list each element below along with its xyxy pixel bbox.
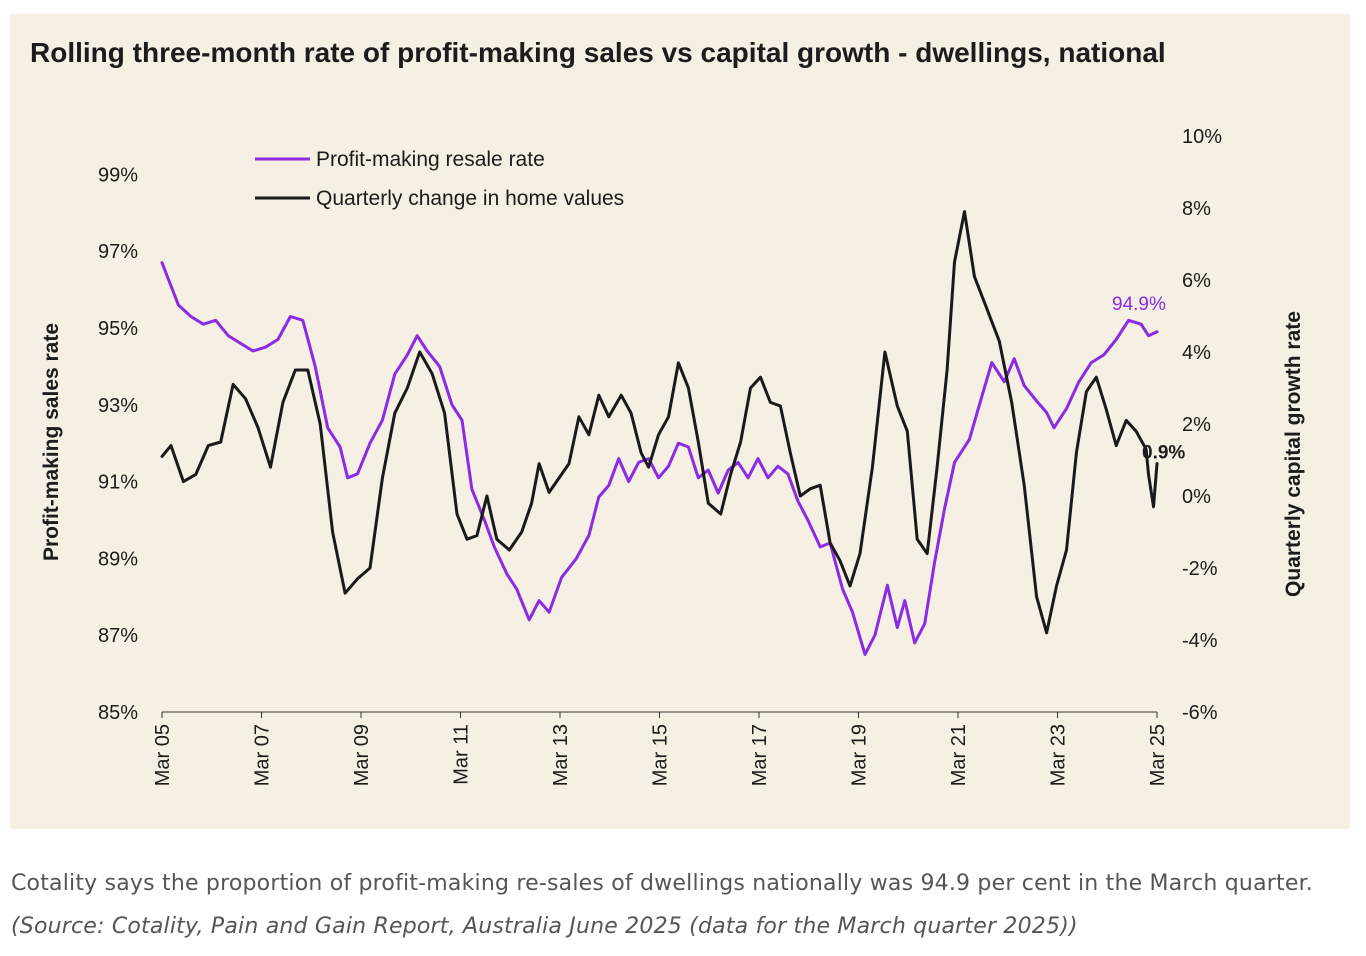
axes-layer: Mar 05 Mar 07 Mar 09 Mar 11 Mar 13 Mar 15 Mar … xyxy=(40,126,1305,786)
y-left-tick-label: 85% xyxy=(98,702,138,724)
y-right-tick-label: -6% xyxy=(1182,702,1218,724)
y-right-tick-label: 2% xyxy=(1182,414,1211,436)
chart-svg: Mar 05 Mar 07 Mar 09 Mar 11 Mar 13 Mar 15 Mar … xyxy=(40,126,1305,786)
caption: Cotality says the proportion of profit-m… xyxy=(11,862,1361,948)
y-left-tick-label: 97% xyxy=(98,241,138,263)
y-left-axis-title: Profit-making sales rate xyxy=(40,323,63,561)
y-left-tick-label: 95% xyxy=(98,318,138,340)
y-right-tick-label: 4% xyxy=(1182,342,1211,364)
chart-title: Rolling three-month rate of profit-makin… xyxy=(30,37,1166,68)
y-right-tick-label: -2% xyxy=(1182,558,1218,580)
x-tick-label: Mar 23 xyxy=(1048,724,1070,786)
caption-text: Cotality says the proportion of profit-m… xyxy=(11,871,1313,896)
y-right-tick-label: 8% xyxy=(1182,198,1211,220)
series-line-profit-making-resale-rate xyxy=(160,261,1159,656)
x-tick-label: Mar 05 xyxy=(152,724,174,786)
end-label-quarterly-change: 0.9% xyxy=(1142,443,1185,464)
series-line-quarterly-change xyxy=(160,210,1159,635)
x-tick-label: Mar 17 xyxy=(749,724,771,786)
y-left-tick-label: 93% xyxy=(98,395,138,417)
x-tick-label: Mar 11 xyxy=(451,724,473,785)
legend: Profit-making resale rate Quarterly chang… xyxy=(255,148,624,210)
x-tick-label: Mar 21 xyxy=(948,724,970,786)
y-left-tick-label: 89% xyxy=(98,548,138,570)
x-tick-label: Mar 07 xyxy=(252,724,274,786)
caption-source: (Source: Cotality, Pain and Gain Report,… xyxy=(11,914,1078,939)
y-right-tick-label: 0% xyxy=(1182,486,1211,508)
end-label-profit-making-resale-rate: 94.9% xyxy=(1112,294,1166,315)
series-layer: 94.9% 0.9% xyxy=(160,210,1185,656)
legend-label-profit-making-resale-rate: Profit-making resale rate xyxy=(316,148,545,171)
y-left-tick-label: 99% xyxy=(98,164,138,186)
x-tick-label: Mar 15 xyxy=(650,724,672,786)
y-left-tick-label: 87% xyxy=(98,625,138,647)
x-tick-label: Mar 25 xyxy=(1147,724,1169,786)
chart-panel: Rolling three-month rate of profit-makin… xyxy=(10,14,1350,829)
y-right-tick-label: 10% xyxy=(1182,126,1222,148)
legend-label-quarterly-change: Quarterly change in home values xyxy=(316,187,624,210)
y-right-axis-title: Quarterly capital growth rate xyxy=(1282,311,1305,597)
x-tick-label: Mar 09 xyxy=(351,724,373,786)
y-left-tick-label: 91% xyxy=(98,472,138,494)
y-right-tick-label: 6% xyxy=(1182,270,1211,292)
x-tick-label: Mar 13 xyxy=(550,724,572,786)
y-right-tick-label: -4% xyxy=(1182,630,1218,652)
x-tick-label: Mar 19 xyxy=(849,724,871,786)
